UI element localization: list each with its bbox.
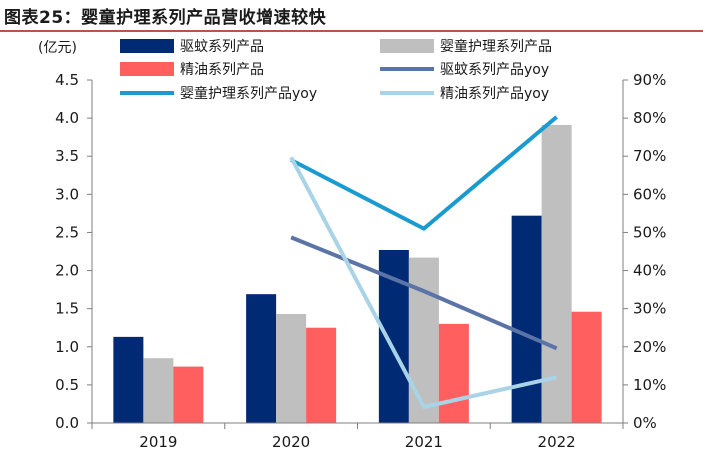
left-tick-label: 1.5: [55, 300, 79, 318]
left-tick-label: 3.0: [55, 185, 79, 203]
left-tick-label: 4.5: [55, 71, 79, 89]
line-series-1: [290, 115, 558, 231]
left-tick-label: 0.0: [55, 414, 79, 432]
bar-2-2020: [306, 327, 337, 423]
chart-title: 图表25：婴童护理系列产品营收增速较快: [4, 8, 327, 28]
line-series-2: [289, 156, 558, 409]
right-tick-label: 50%: [633, 223, 666, 241]
x-tick-label: 2022: [538, 433, 576, 451]
bar-2-2021: [438, 323, 469, 423]
bar-0-2019: [113, 336, 144, 423]
bar-0-2022: [511, 215, 542, 423]
left-tick-label: 2.0: [55, 262, 79, 280]
x-tick-label: 2021: [405, 433, 443, 451]
right-tick-label: 90%: [633, 71, 666, 89]
legend-label: 婴童护理系列产品: [440, 38, 552, 55]
legend-label: 婴童护理系列产品yoy: [180, 85, 317, 102]
legend-label: 驱蚊系列产品yoy: [440, 62, 549, 78]
left-tick-label: 4.0: [55, 109, 79, 127]
left-tick-label: 3.5: [55, 147, 79, 165]
legend-swatch: [380, 39, 434, 53]
right-tick-label: 20%: [633, 338, 666, 356]
title-divider: [0, 30, 703, 32]
x-tick-label: 2020: [272, 433, 310, 451]
legend-label: 精油系列产品yoy: [440, 86, 549, 102]
bar-1-2021: [408, 257, 439, 423]
left-axis-unit-label: (亿元): [38, 40, 77, 56]
left-axis-unit: (亿元): [38, 40, 77, 56]
axes: 0.0 0.5 1.0 1.5 2.0 2.5 3.0 3.5 4.0 4.5 0% 10% 20% 30…: [55, 71, 666, 451]
right-tick-label: 40%: [633, 262, 666, 280]
right-tick-label: 80%: [633, 109, 666, 127]
line-series-0: [290, 235, 558, 351]
left-tick-label: 2.5: [55, 223, 79, 241]
bar-1-2019: [143, 358, 174, 423]
legend-swatch: [120, 62, 174, 76]
right-tick-label: 30%: [633, 300, 666, 318]
right-tick-label: 0%: [633, 414, 657, 432]
bar-0-2020: [246, 294, 277, 423]
right-tick-label: 70%: [633, 147, 666, 165]
bar-marks: [113, 124, 602, 424]
left-tick-label: 0.5: [55, 376, 79, 394]
left-tick-label: 1.0: [55, 338, 79, 356]
bar-1-2020: [276, 314, 307, 423]
x-tick-label: 2019: [139, 433, 177, 451]
right-tick-label: 10%: [633, 376, 666, 394]
right-tick-label: 60%: [633, 185, 666, 203]
bar-2-2022: [571, 311, 602, 423]
legend-label: 精油系列产品: [180, 62, 264, 78]
legend-label: 驱蚊系列产品: [180, 39, 264, 55]
bar-1-2022: [541, 124, 572, 424]
legend-swatch: [120, 39, 174, 53]
bar-2-2019: [173, 366, 204, 423]
line-marks: [289, 115, 558, 409]
